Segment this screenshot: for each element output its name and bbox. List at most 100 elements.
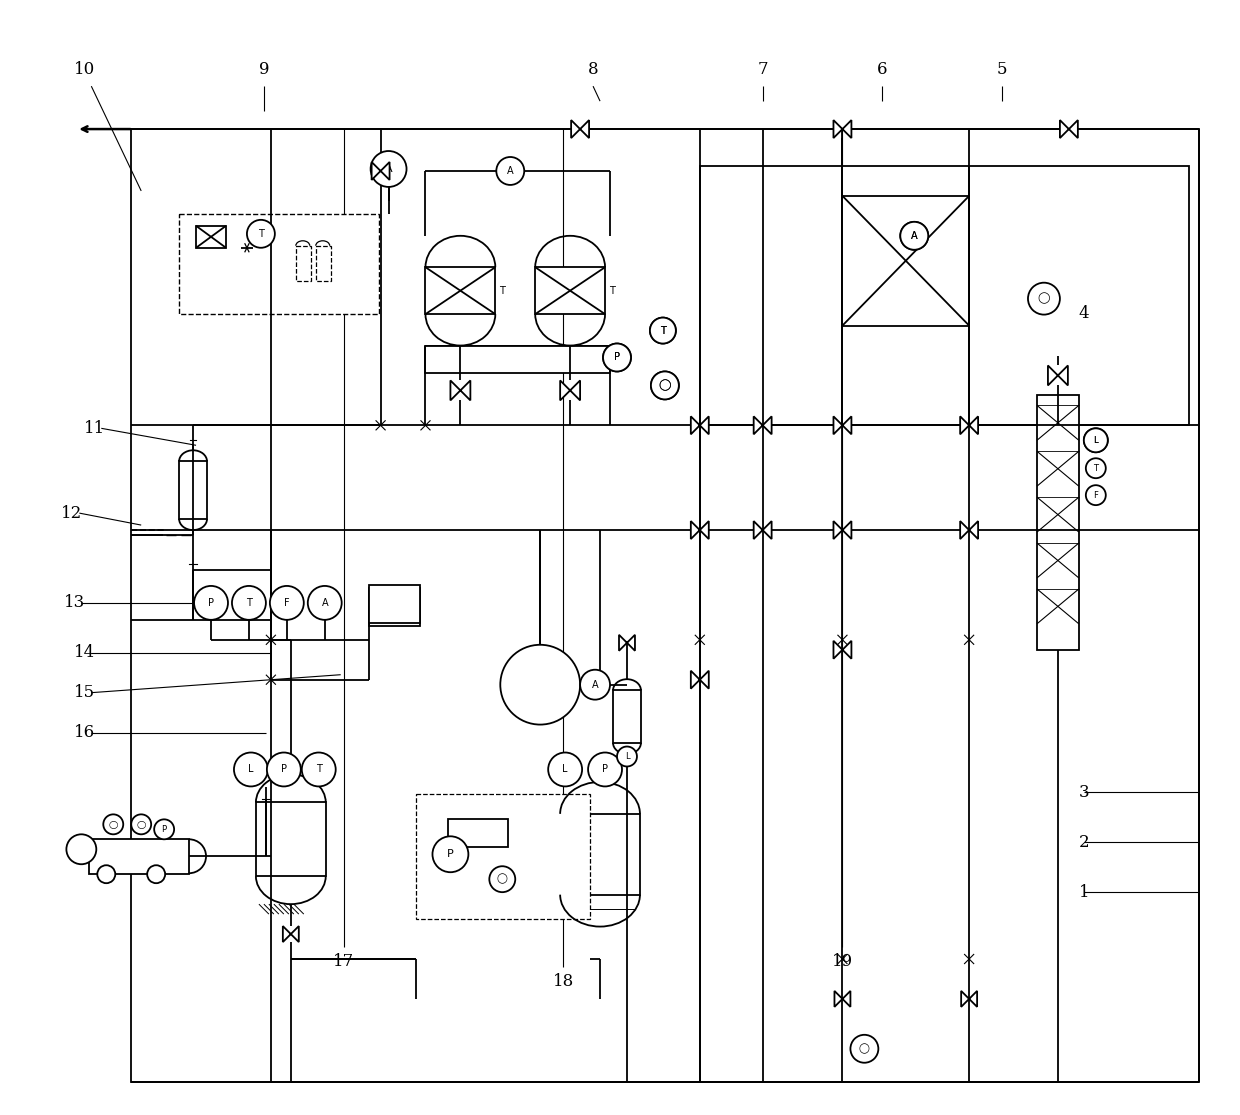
Circle shape <box>247 220 275 248</box>
Text: T: T <box>660 326 666 336</box>
Bar <box>196 226 226 248</box>
Text: P: P <box>161 825 166 834</box>
Text: F: F <box>284 598 290 608</box>
Circle shape <box>603 343 631 371</box>
Circle shape <box>195 585 228 620</box>
Text: 16: 16 <box>73 724 95 741</box>
Polygon shape <box>450 380 470 400</box>
Polygon shape <box>560 380 580 400</box>
Circle shape <box>651 371 678 399</box>
Text: ◯: ◯ <box>497 874 507 884</box>
Text: L: L <box>1094 436 1099 445</box>
Bar <box>296 245 311 281</box>
Text: ◯: ◯ <box>136 820 146 828</box>
Polygon shape <box>835 991 851 1007</box>
Circle shape <box>603 343 631 371</box>
Circle shape <box>1028 283 1060 314</box>
Polygon shape <box>691 521 709 539</box>
Text: 9: 9 <box>259 60 269 78</box>
Circle shape <box>650 318 676 343</box>
Polygon shape <box>754 416 771 435</box>
Text: P: P <box>603 765 608 775</box>
Circle shape <box>651 371 678 399</box>
Text: T: T <box>1094 464 1099 473</box>
Polygon shape <box>960 521 978 539</box>
Text: L: L <box>563 765 568 775</box>
Text: 18: 18 <box>553 973 574 990</box>
Text: 4: 4 <box>1079 306 1089 322</box>
Text: 17: 17 <box>334 953 355 970</box>
Text: ◯: ◯ <box>658 380 671 391</box>
Bar <box>368 585 420 623</box>
Circle shape <box>232 585 265 620</box>
Circle shape <box>900 222 929 250</box>
Text: 6: 6 <box>877 60 888 78</box>
Bar <box>425 268 495 314</box>
Circle shape <box>1086 485 1106 505</box>
Text: L: L <box>1094 436 1099 445</box>
Circle shape <box>267 753 301 786</box>
Bar <box>1037 396 1079 650</box>
Text: A: A <box>911 231 918 241</box>
Text: 14: 14 <box>73 644 95 661</box>
Bar <box>449 820 508 847</box>
Bar <box>842 196 970 326</box>
Circle shape <box>270 585 304 620</box>
Bar <box>316 245 331 281</box>
Circle shape <box>97 865 115 883</box>
Circle shape <box>650 318 676 343</box>
Text: 11: 11 <box>83 420 105 437</box>
Circle shape <box>851 1035 878 1063</box>
Text: 10: 10 <box>73 60 95 78</box>
Text: 5: 5 <box>997 60 1007 78</box>
Polygon shape <box>833 120 852 138</box>
Circle shape <box>67 834 97 864</box>
Circle shape <box>154 820 174 840</box>
Circle shape <box>500 644 580 725</box>
Text: A: A <box>507 166 513 176</box>
Text: 12: 12 <box>61 505 82 522</box>
Text: L: L <box>248 765 254 775</box>
Text: 8: 8 <box>588 60 599 78</box>
Text: ◯: ◯ <box>109 820 118 828</box>
Bar <box>699 166 1189 425</box>
Circle shape <box>1084 428 1107 453</box>
Text: P: P <box>448 850 454 860</box>
Circle shape <box>588 753 622 786</box>
Bar <box>560 814 640 894</box>
Text: T: T <box>246 598 252 608</box>
Text: A: A <box>384 164 392 174</box>
Polygon shape <box>283 927 299 942</box>
Text: 2: 2 <box>1079 834 1089 851</box>
Text: F: F <box>1094 491 1099 500</box>
Bar <box>131 129 1199 1082</box>
Polygon shape <box>754 521 771 539</box>
Circle shape <box>148 865 165 883</box>
Text: 19: 19 <box>832 953 853 970</box>
Text: A: A <box>321 598 329 608</box>
Polygon shape <box>1048 366 1068 386</box>
Text: A: A <box>591 680 599 690</box>
Bar <box>415 794 590 919</box>
Text: ◯: ◯ <box>859 1044 869 1054</box>
Polygon shape <box>1060 120 1078 138</box>
Circle shape <box>371 151 407 187</box>
Text: T: T <box>258 229 264 239</box>
Circle shape <box>580 670 610 699</box>
Polygon shape <box>960 416 978 435</box>
Text: P: P <box>208 598 215 608</box>
Text: 1: 1 <box>1079 884 1089 901</box>
Bar <box>89 840 188 874</box>
Bar <box>179 214 378 313</box>
Polygon shape <box>572 120 589 138</box>
Text: P: P <box>614 352 620 362</box>
Circle shape <box>1084 428 1107 453</box>
Text: 13: 13 <box>63 594 86 611</box>
Text: T: T <box>500 285 505 295</box>
Circle shape <box>308 585 342 620</box>
Text: L: L <box>625 752 629 762</box>
Bar <box>536 268 605 314</box>
Text: 7: 7 <box>758 60 768 78</box>
Bar <box>368 588 420 626</box>
Text: ◯: ◯ <box>658 380 671 391</box>
